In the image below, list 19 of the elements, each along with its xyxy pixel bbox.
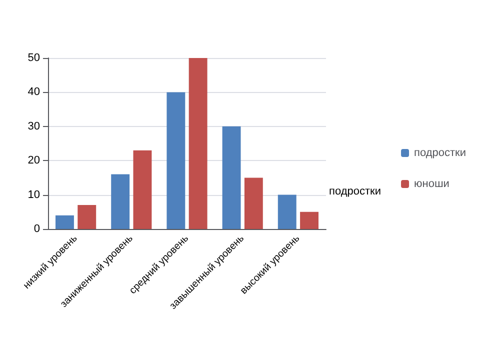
bar	[244, 178, 263, 229]
y-tick-label: 20	[28, 154, 40, 167]
bar	[300, 212, 318, 229]
bar	[222, 126, 241, 229]
bar	[111, 174, 130, 229]
legend-label: юноши	[414, 178, 450, 190]
y-tick-label: 0	[34, 223, 40, 235]
legend-label: подростки	[414, 147, 466, 159]
bar	[188, 58, 208, 229]
y-tick-label: 40	[28, 86, 40, 98]
y-tick-label: 50	[28, 52, 40, 64]
bar	[56, 215, 74, 229]
bar	[78, 205, 96, 229]
bar	[278, 194, 296, 229]
bar	[166, 92, 186, 229]
bar	[133, 150, 152, 229]
y-tick-label: 10	[28, 188, 40, 201]
y-tick-label: 30	[28, 120, 40, 132]
text: подростки	[329, 186, 382, 198]
